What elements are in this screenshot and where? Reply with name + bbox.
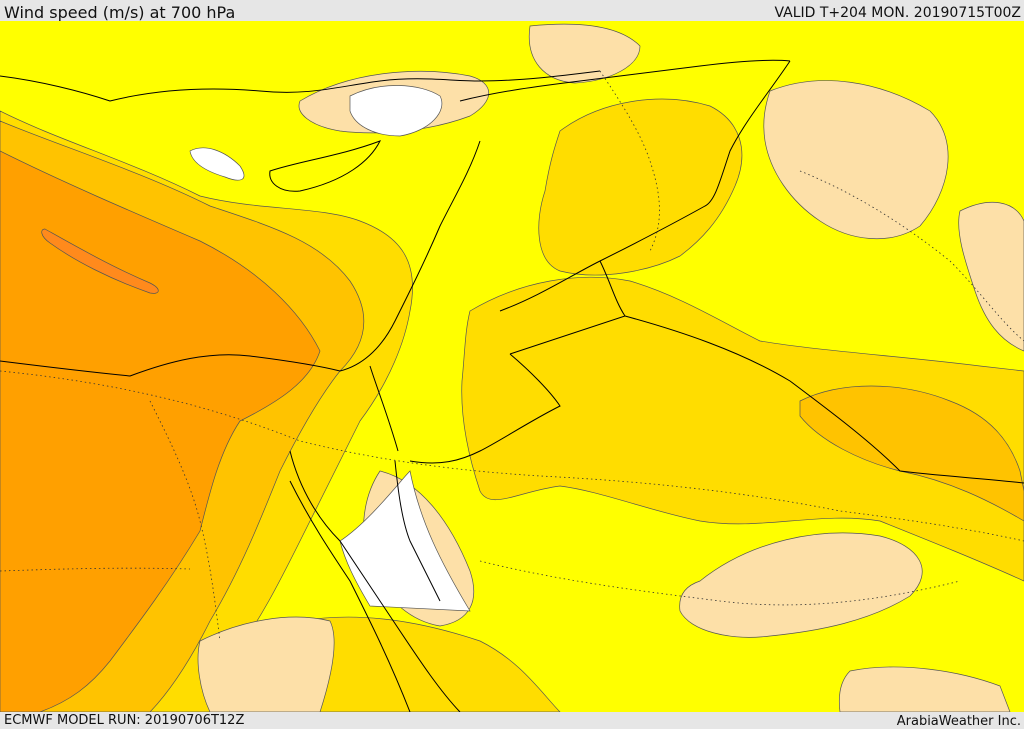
field-zone-fresh-central [461, 276, 1024, 582]
coastline-mediterranean-south [0, 140, 481, 377]
border-egypt-israel [369, 365, 399, 452]
field-zone-light-southwest [197, 616, 335, 712]
border-jordan-saudi [409, 353, 561, 464]
admin-boundary-2 [479, 560, 961, 606]
admin-boundary-6 [149, 400, 221, 642]
field-zone-light-southeast [679, 532, 923, 638]
field-zone-calm-northwest [189, 147, 245, 181]
map-title: Wind speed (m/s) at 700 hPa [4, 3, 236, 22]
field-zone-fresh-north [538, 98, 743, 276]
field-zone-light-south-far-east [838, 666, 1011, 712]
footer-bar: ECMWF MODEL RUN: 20190706T12Z ArabiaWeat… [0, 712, 1024, 729]
field-zone-calm-north [349, 85, 443, 137]
model-run: ECMWF MODEL RUN: 20190706T12Z [4, 713, 245, 728]
admin-boundary-3 [0, 567, 191, 572]
header-bar: Wind speed (m/s) at 700 hPa VALID T+204 … [0, 0, 1024, 22]
border-syria-iraq [499, 60, 791, 312]
coastline-red-sea [289, 450, 461, 712]
coastline-gulf-of-aqaba [394, 460, 441, 602]
coastline-cyprus [269, 140, 382, 192]
border-turkey-syria [459, 59, 791, 102]
wind-speed-map[interactable] [0, 21, 1024, 712]
field-zone-light-east [763, 80, 949, 240]
field-zone-extreme [41, 228, 159, 294]
coastline-turkey [0, 70, 601, 102]
field-zone-light-far-east [958, 202, 1024, 352]
field-zone-calm-south [339, 470, 471, 612]
map-canvas [0, 21, 1024, 712]
admin-boundary-5 [799, 170, 1024, 342]
border-jordan-iraq [509, 260, 626, 355]
provider-credit: ArabiaWeather Inc. [896, 714, 1021, 729]
field-zone-very-strong [0, 150, 321, 712]
valid-time: VALID T+204 MON. 20190715T00Z [774, 5, 1021, 21]
border-egypt-sudan [289, 480, 411, 712]
border-iraq-saudi [624, 315, 1024, 484]
field-zone-strong-east [799, 385, 1024, 522]
field-zone-light-north [528, 23, 641, 84]
